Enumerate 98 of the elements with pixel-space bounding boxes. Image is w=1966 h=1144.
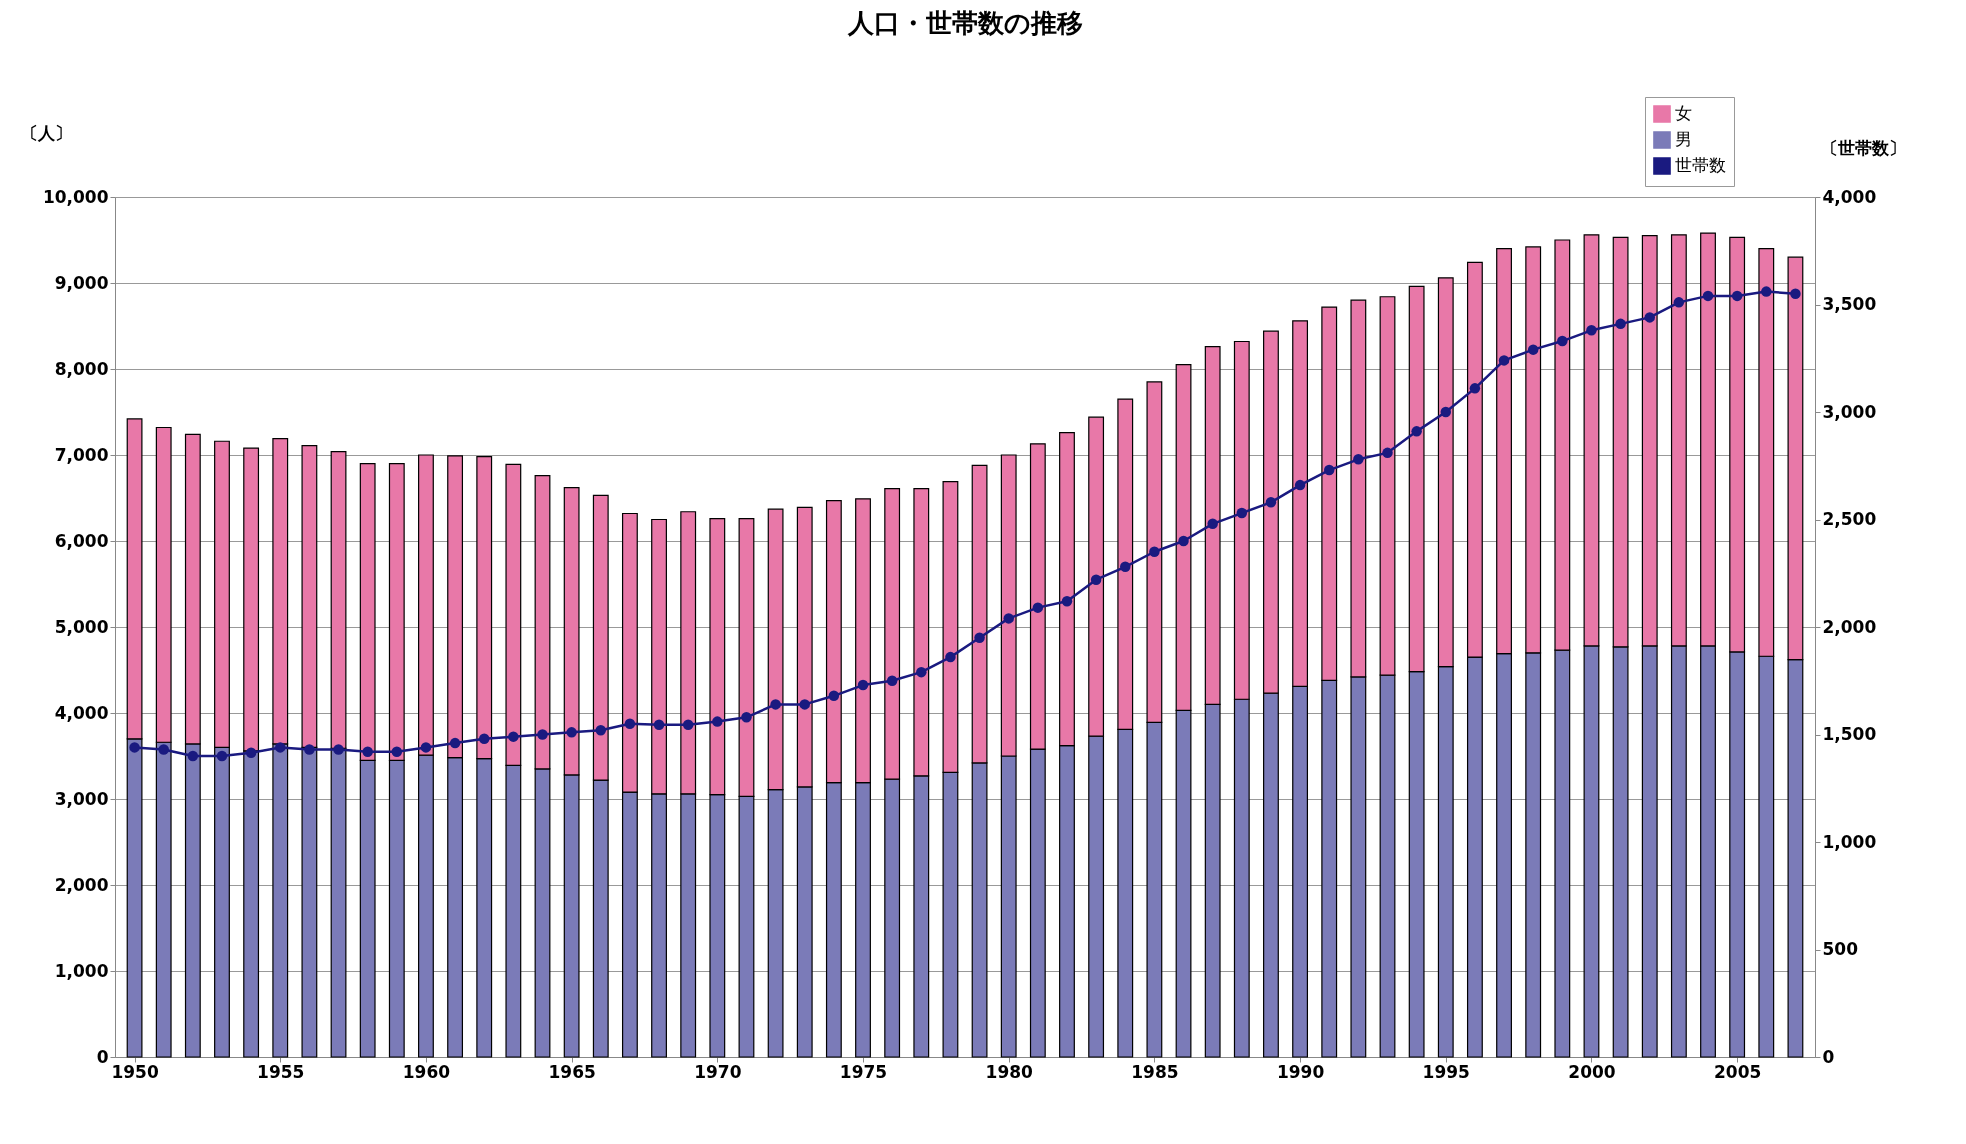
y-tick-label: 1,000 [54, 960, 109, 981]
chart-title: 人口・世帯数の推移 [846, 7, 1083, 38]
x-tick-label: 1965 [548, 1061, 596, 1082]
y-tick-label: 2,000 [54, 874, 109, 895]
point [566, 727, 577, 738]
point [245, 747, 257, 759]
point [1353, 454, 1364, 465]
point [682, 719, 694, 731]
point [974, 632, 985, 643]
y-tick-label: 9,000 [54, 272, 109, 293]
point [1644, 312, 1655, 323]
point [1498, 355, 1510, 366]
x-tick-label: 1980 [985, 1061, 1034, 1082]
y-tick-label: 8,000 [54, 358, 109, 379]
point [1673, 297, 1685, 308]
point [129, 742, 140, 753]
y2-tick-label: 1,000 [1822, 831, 1877, 852]
point [799, 699, 810, 710]
y2-tick-label: 4,000 [1822, 186, 1877, 207]
legend-label: 世帯数 [1675, 155, 1726, 175]
point [1090, 574, 1102, 585]
point [1469, 383, 1481, 394]
point [216, 750, 228, 762]
point [828, 690, 840, 702]
point [595, 724, 607, 736]
point [508, 731, 519, 742]
point [1032, 602, 1044, 613]
point [1731, 290, 1743, 302]
legend-label: 男 [1675, 129, 1692, 149]
x-tick-label: 1950 [111, 1061, 159, 1082]
y-tick-label: 4,000 [54, 702, 109, 723]
x-tick-label: 1975 [839, 1061, 888, 1082]
y2-tick-label: 1,500 [1822, 724, 1877, 744]
y-axis-title: 〔人〕 [20, 122, 72, 143]
point [624, 718, 636, 729]
point [1527, 344, 1539, 355]
y2-axis-title: 〔世帯数〕 [1820, 137, 1906, 158]
point [1265, 497, 1277, 508]
point [1061, 595, 1073, 607]
x-tick-label: 2000 [1568, 1061, 1616, 1082]
x-tick-label: 2005 [1713, 1061, 1762, 1082]
legend-label: 女 [1675, 103, 1692, 123]
x-tick-label: 1960 [402, 1061, 451, 1082]
y-tick-label: 0 [96, 1046, 109, 1067]
point [1294, 479, 1306, 491]
point [420, 742, 432, 753]
point [712, 716, 723, 727]
point [158, 744, 169, 755]
point [886, 675, 898, 686]
point [1149, 546, 1160, 557]
y2-tick-label: 2,000 [1822, 616, 1877, 637]
point [1120, 561, 1131, 573]
x-tick-label: 1955 [257, 1061, 305, 1082]
y2-tick-label: 0 [1822, 1046, 1835, 1067]
x-tick-label: 1990 [1276, 1061, 1325, 1082]
x-tick-label: 1995 [1422, 1061, 1470, 1082]
point [304, 744, 315, 755]
point [916, 666, 927, 678]
point [1236, 507, 1248, 519]
point [1761, 286, 1772, 297]
point [945, 651, 956, 663]
point [478, 733, 490, 745]
y-tick-label: 3,000 [54, 788, 109, 809]
point [1178, 535, 1189, 547]
point [1702, 290, 1714, 302]
bar [301, 444, 318, 748]
point [362, 746, 373, 757]
point [857, 679, 869, 691]
point [1207, 518, 1218, 530]
point [1440, 406, 1452, 418]
point [333, 744, 344, 755]
point [1382, 447, 1393, 459]
point [1557, 335, 1568, 347]
point [449, 737, 461, 749]
bar [330, 450, 347, 749]
point [1411, 426, 1422, 437]
point [653, 719, 665, 731]
point [187, 750, 199, 762]
point [275, 742, 286, 753]
y-tick-label: 5,000 [54, 616, 109, 637]
point [741, 712, 752, 723]
y-tick-label: 6,000 [54, 530, 109, 551]
point [770, 699, 781, 710]
point [1790, 288, 1801, 299]
y2-tick-label: 3,000 [1822, 401, 1877, 422]
x-tick-label: 1970 [694, 1061, 742, 1082]
point [1615, 318, 1626, 330]
point [391, 746, 403, 757]
x-tick-label: 1985 [1131, 1061, 1179, 1082]
y2-tick-label: 3,500 [1822, 294, 1877, 314]
point [537, 729, 548, 740]
y2-tick-label: 500 [1822, 939, 1859, 959]
point [1586, 325, 1597, 336]
y2-tick-label: 2,500 [1822, 509, 1877, 529]
point [1003, 613, 1014, 624]
point [1323, 464, 1335, 476]
y-tick-label: 7,000 [54, 444, 109, 465]
y-tick-label: 10,000 [42, 186, 109, 207]
